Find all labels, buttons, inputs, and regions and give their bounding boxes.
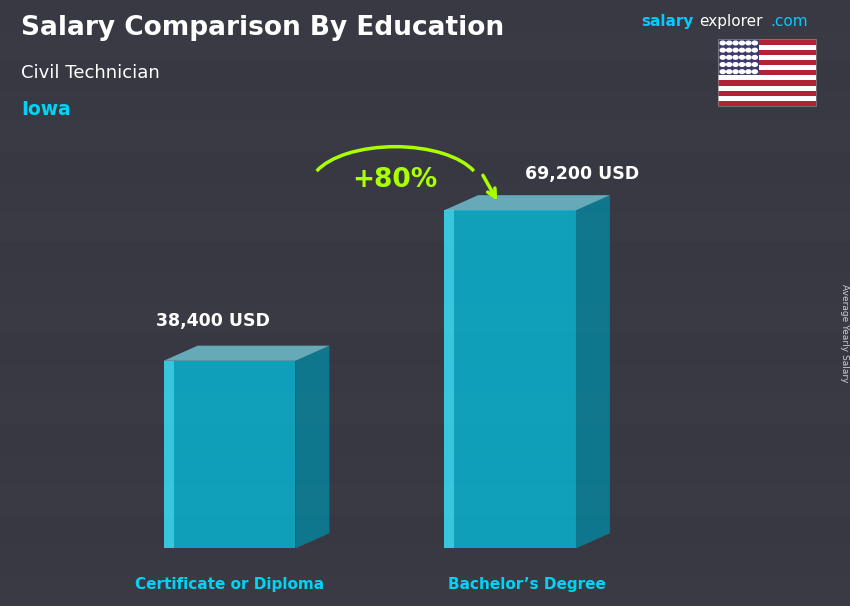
Polygon shape [718,85,816,91]
Circle shape [733,56,738,59]
Circle shape [740,70,745,73]
Text: 69,200 USD: 69,200 USD [525,165,639,183]
Circle shape [733,48,738,52]
Polygon shape [718,50,816,55]
Circle shape [720,48,725,52]
Circle shape [740,56,745,59]
Polygon shape [718,65,816,70]
Polygon shape [718,81,816,85]
Polygon shape [718,91,816,96]
Circle shape [752,56,757,59]
Circle shape [740,48,745,52]
Text: Salary Comparison By Education: Salary Comparison By Education [21,15,504,41]
Circle shape [745,48,751,52]
Text: explorer: explorer [700,14,763,29]
Polygon shape [718,75,816,81]
Polygon shape [444,210,454,548]
Text: +80%: +80% [353,167,438,193]
Circle shape [752,70,757,73]
Circle shape [752,48,757,52]
Polygon shape [718,55,816,60]
Circle shape [745,41,751,45]
Text: Bachelor’s Degree: Bachelor’s Degree [448,578,606,592]
Circle shape [727,56,732,59]
Polygon shape [444,195,609,210]
Text: Average Yearly Salary: Average Yearly Salary [840,284,848,382]
Text: Iowa: Iowa [21,100,71,119]
Polygon shape [718,70,816,75]
Circle shape [727,70,732,73]
Polygon shape [718,60,816,65]
Circle shape [745,62,751,66]
Circle shape [752,62,757,66]
Polygon shape [163,345,329,361]
Polygon shape [718,39,759,75]
Circle shape [745,56,751,59]
Polygon shape [718,39,816,44]
Circle shape [740,41,745,45]
Circle shape [733,62,738,66]
Circle shape [727,41,732,45]
Polygon shape [576,195,609,548]
Circle shape [720,70,725,73]
Circle shape [727,48,732,52]
Text: .com: .com [770,14,808,29]
Circle shape [720,41,725,45]
Circle shape [733,41,738,45]
Text: 38,400 USD: 38,400 USD [156,313,269,330]
Polygon shape [718,44,816,50]
Circle shape [733,70,738,73]
Polygon shape [163,361,296,548]
Polygon shape [296,345,329,548]
Circle shape [727,62,732,66]
Text: Civil Technician: Civil Technician [21,64,160,82]
Polygon shape [163,361,174,548]
Circle shape [720,56,725,59]
Circle shape [740,62,745,66]
Circle shape [752,41,757,45]
Text: salary: salary [642,14,694,29]
Polygon shape [718,101,816,106]
Polygon shape [718,96,816,101]
Circle shape [745,70,751,73]
Polygon shape [444,210,576,548]
Circle shape [720,62,725,66]
Text: Certificate or Diploma: Certificate or Diploma [135,578,324,592]
